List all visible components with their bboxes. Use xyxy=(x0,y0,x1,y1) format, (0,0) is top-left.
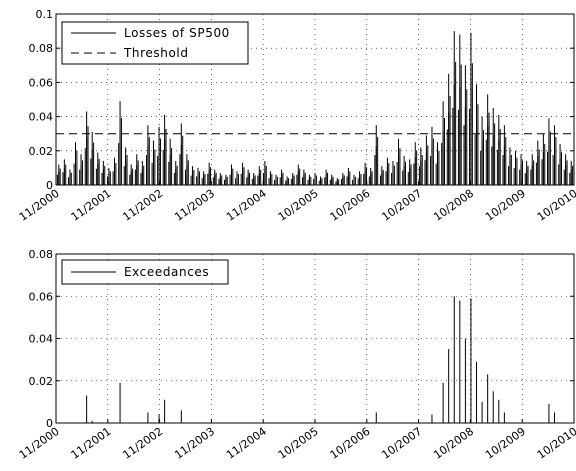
y-tick-label: 0.08 xyxy=(29,42,54,55)
bottom-y-axis: 0 0.02 0.04 0.06 0.08 xyxy=(29,248,574,430)
bottom-grid xyxy=(56,254,574,423)
y-tick-label: 0.06 xyxy=(29,290,54,303)
y-tick-label: 0.1 xyxy=(36,8,54,21)
y-tick-label: 0 xyxy=(46,179,53,192)
top-loss-bars xyxy=(56,31,574,185)
top-y-axis: 0 0.02 0.04 0.06 0.08 0.1 xyxy=(29,8,574,192)
top-legend: Losses of SP500 Threshold xyxy=(61,21,249,65)
top-legend-box xyxy=(61,21,249,65)
bottom-exceedance-bars xyxy=(86,296,556,423)
y-tick-label: 0.02 xyxy=(29,375,54,388)
y-tick-label: 0.04 xyxy=(29,111,54,124)
legend-label-exceedances: Exceedances xyxy=(124,265,209,279)
y-tick-label: 0.08 xyxy=(29,248,54,261)
legend-label-threshold: Threshold xyxy=(123,46,189,60)
y-tick-label: 0.04 xyxy=(29,333,54,346)
legend-label-losses: Losses of SP500 xyxy=(124,26,230,40)
y-tick-label: 0 xyxy=(46,417,53,430)
bottom-legend: Exceedances xyxy=(61,259,229,285)
top-grid xyxy=(56,14,574,185)
y-tick-label: 0.06 xyxy=(29,76,54,89)
y-tick-label: 0.02 xyxy=(29,145,54,158)
